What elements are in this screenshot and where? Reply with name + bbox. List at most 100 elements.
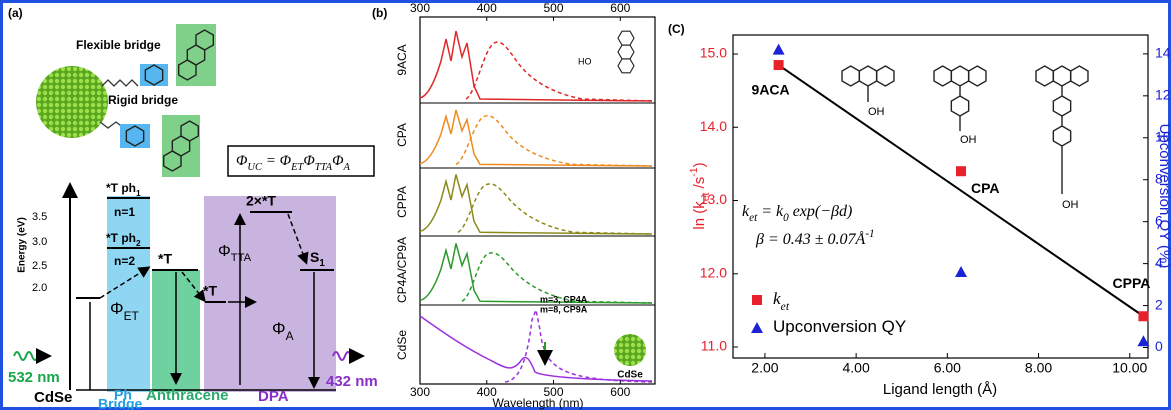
x-tick-label: 8.00 xyxy=(1025,360,1052,376)
dpa-label: DPA xyxy=(258,388,289,405)
emission xyxy=(458,184,652,234)
spectra-cppa xyxy=(420,175,652,235)
x-tick-label: 500 xyxy=(544,385,564,399)
y-tick-label: 15.0 xyxy=(700,45,727,61)
absorption xyxy=(420,31,652,101)
row-label: CPPA xyxy=(395,186,409,218)
y2-tick-label: 8 xyxy=(1155,170,1163,186)
x-tick-label-top: 300 xyxy=(410,1,430,15)
x-tick-label: 4.00 xyxy=(843,360,870,376)
legend-label: Upconversion QY xyxy=(773,317,906,336)
flexible-bridge-label: Flexible bridge xyxy=(76,38,161,52)
square-marker xyxy=(774,60,784,70)
bridge-level-box xyxy=(107,196,150,392)
y2-tick-label: 0 xyxy=(1155,338,1163,354)
equation: ket = k0 exp(−βd) xyxy=(742,203,852,224)
x-axis-label: Ligand length (Å) xyxy=(883,381,997,398)
row-label: 9ACA xyxy=(395,44,409,75)
y2-axis-label: Upconversion QY (%) xyxy=(1156,124,1171,269)
x-tick-label-top: 400 xyxy=(477,1,497,15)
row-label: CdSe xyxy=(395,330,409,360)
row-label: CPA xyxy=(395,123,409,147)
y2-tick-label: 10 xyxy=(1155,128,1171,144)
point-label: CPPA xyxy=(1113,275,1151,291)
x-axis-label: Wavelength (nm) xyxy=(493,396,584,410)
beta-annotation: β = 0.43 ± 0.07Å-1 xyxy=(755,228,875,248)
plot-frame xyxy=(420,17,655,384)
energy-tick: 3.5 xyxy=(32,211,47,223)
structure-label: HO xyxy=(578,56,592,66)
emission-label: 432 nm xyxy=(326,373,378,390)
x-tick-label: 10.00 xyxy=(1112,360,1147,376)
fit-line xyxy=(779,65,1144,316)
t-dpa: *T xyxy=(203,283,217,299)
panel-b: (b) 9ACA CPA CPPA CP4A/CP9A CdSe CdSe HO… xyxy=(372,1,655,410)
spectra-cpa xyxy=(420,110,652,166)
legend-marker xyxy=(751,322,763,333)
point-label: CPA xyxy=(971,180,1000,196)
rigid-bridge-label: Rigid bridge xyxy=(108,93,178,107)
y-tick-label: 14.0 xyxy=(700,118,727,134)
x-tick-label-top: 500 xyxy=(544,1,564,15)
square-marker xyxy=(956,166,966,176)
structure xyxy=(842,66,894,86)
x-tick-label: 600 xyxy=(610,385,630,399)
absorption xyxy=(420,110,652,166)
triangle-marker xyxy=(955,266,967,277)
excitation-wave xyxy=(14,352,48,360)
panel-c: (C) ln (ket /s-1) Upconversion QY (%) Li… xyxy=(668,22,1171,398)
energy-label: Energy (eV) xyxy=(17,217,28,273)
y-tick-label: 11.0 xyxy=(701,338,727,354)
n2: n=2 xyxy=(114,254,135,268)
t-anthracene: *T xyxy=(158,251,172,267)
anthracene-label: Anthracene xyxy=(146,387,229,404)
plot-frame xyxy=(733,35,1148,358)
panel-a: (a) Flexible bridge Rigid bridge ΦUC = Φ… xyxy=(8,6,378,410)
y-tick-label: 12.0 xyxy=(700,264,727,280)
absorption xyxy=(420,244,652,304)
structure-label: OH xyxy=(868,106,885,118)
x-tick-label-top: 600 xyxy=(610,1,630,15)
qd-label: CdSe xyxy=(617,370,643,381)
y2-tick-label: 4 xyxy=(1155,254,1163,270)
square-marker xyxy=(1138,311,1148,321)
bridge-label: Bridge xyxy=(98,396,143,410)
x-tick-label: 300 xyxy=(410,385,430,399)
spectra-cp4a xyxy=(420,244,652,304)
phenyl-box xyxy=(140,64,168,86)
structure-label: OH xyxy=(1062,199,1079,211)
note: m=3, CP4A xyxy=(540,294,588,304)
cdse-label: CdSe xyxy=(34,389,72,406)
row-label: CP4A/CP9A xyxy=(395,237,409,303)
two-t: 2×*T xyxy=(246,193,276,209)
triangle-marker xyxy=(773,44,785,55)
n1: n=1 xyxy=(114,205,135,219)
legend-name: Upconversion QY xyxy=(773,317,906,336)
flexible-chain xyxy=(102,80,138,86)
figure: (a) Flexible bridge Rigid bridge ΦUC = Φ… xyxy=(0,0,1171,410)
emission xyxy=(466,42,652,101)
point-label: 9ACA xyxy=(752,82,790,98)
y-tick-label: 13.0 xyxy=(700,191,727,207)
y2-tick-label: 14 xyxy=(1155,45,1171,61)
x-tick-label: 2.00 xyxy=(751,360,778,376)
spectra-9aca xyxy=(420,31,652,101)
note: m=8, CP9A xyxy=(540,304,588,314)
absorption xyxy=(420,175,652,235)
emission-wave xyxy=(333,352,361,360)
panel-label: (a) xyxy=(8,6,23,20)
legend-label: ket xyxy=(773,289,790,313)
t-ph1: *T ph1 xyxy=(106,181,141,198)
panel-label: (C) xyxy=(668,22,685,36)
panel-label: (b) xyxy=(372,6,387,20)
excitation-label: 532 nm xyxy=(8,369,60,386)
y2-tick-label: 12 xyxy=(1155,87,1171,103)
phenyl-box xyxy=(120,124,150,148)
qd-icon xyxy=(614,334,646,366)
x-tick-label: 6.00 xyxy=(934,360,961,376)
legend-marker xyxy=(752,295,762,305)
y2-tick-label: 6 xyxy=(1155,212,1163,228)
energy-tick: 3.0 xyxy=(32,236,47,248)
legend-subscript: et xyxy=(781,299,790,313)
energy-tick: 2.5 xyxy=(32,260,47,272)
